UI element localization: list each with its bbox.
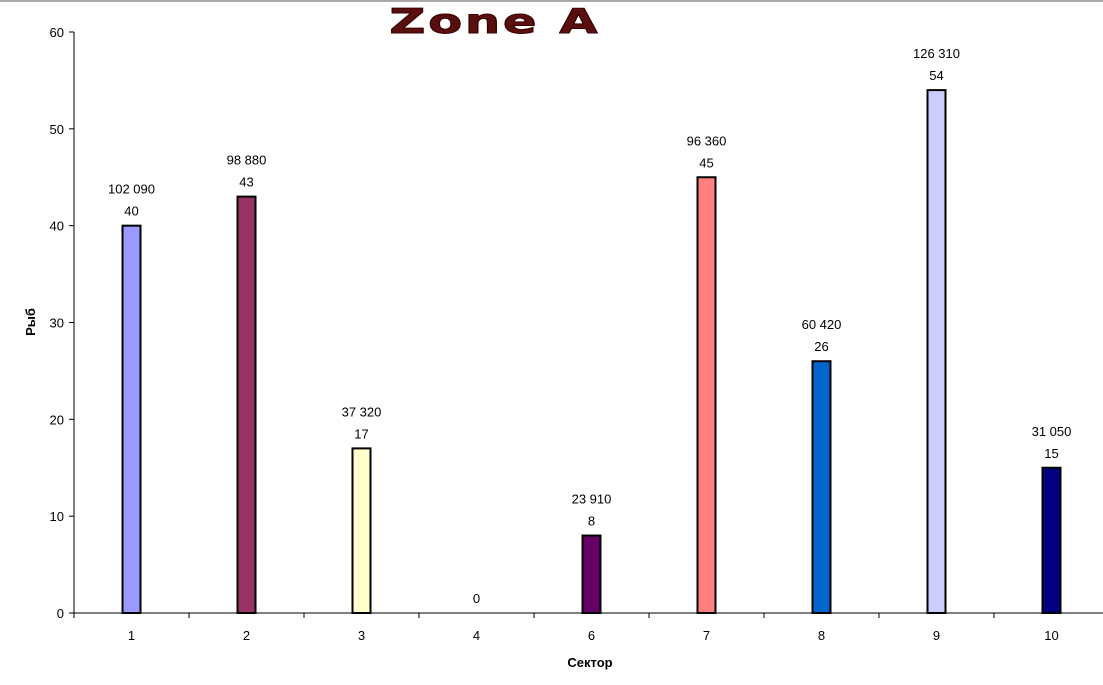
data-label-total: 96 360 — [687, 133, 727, 148]
data-label-total: 98 880 — [227, 153, 267, 168]
y-tick-label: 0 — [57, 606, 64, 621]
data-label-value: 40 — [124, 204, 138, 219]
data-label-value: 15 — [1044, 446, 1058, 461]
data-label-total: 126 310 — [913, 46, 960, 61]
bar — [696, 176, 717, 614]
data-label-value: 17 — [354, 426, 368, 441]
data-label-value: 0 — [473, 591, 480, 606]
y-tick-label: 10 — [50, 509, 64, 524]
data-label-total: 102 090 — [108, 182, 155, 197]
x-tick-label: 9 — [933, 628, 940, 643]
x-axis-title: Сектор — [567, 655, 612, 670]
data-label-value: 54 — [929, 68, 943, 83]
bar — [351, 447, 372, 614]
data-label-total: 60 420 — [802, 317, 842, 332]
y-axis-title: Рыб — [23, 308, 38, 336]
chart-title: Zone A — [389, 2, 601, 43]
x-tick-label: 4 — [473, 628, 480, 643]
y-tick-label: 50 — [50, 122, 64, 137]
data-label-value: 43 — [239, 175, 253, 190]
bar — [1041, 466, 1062, 614]
y-tick-label: 30 — [50, 316, 64, 331]
x-tick-label: 8 — [818, 628, 825, 643]
x-tick-label: 1 — [128, 628, 135, 643]
bar — [581, 534, 602, 614]
bar — [926, 89, 947, 615]
data-label-value: 26 — [814, 339, 828, 354]
x-tick-label: 3 — [358, 628, 365, 643]
x-tick-label: 10 — [1044, 628, 1058, 643]
bar — [236, 195, 257, 614]
data-label-value: 8 — [588, 514, 595, 529]
data-label-total: 31 050 — [1032, 424, 1072, 439]
top-border-line — [0, 0, 1103, 2]
data-label-value: 45 — [699, 155, 713, 170]
y-tick-label: 40 — [50, 219, 64, 234]
bar — [121, 224, 142, 615]
data-label-total: 37 320 — [342, 404, 382, 419]
bar — [811, 360, 832, 614]
x-tick-label: 6 — [588, 628, 595, 643]
y-tick-label: 20 — [50, 412, 64, 427]
data-label-total: 23 910 — [572, 492, 612, 507]
x-tick-label: 2 — [243, 628, 250, 643]
x-tick-label: 7 — [703, 628, 710, 643]
y-tick-label: 60 — [50, 25, 64, 40]
